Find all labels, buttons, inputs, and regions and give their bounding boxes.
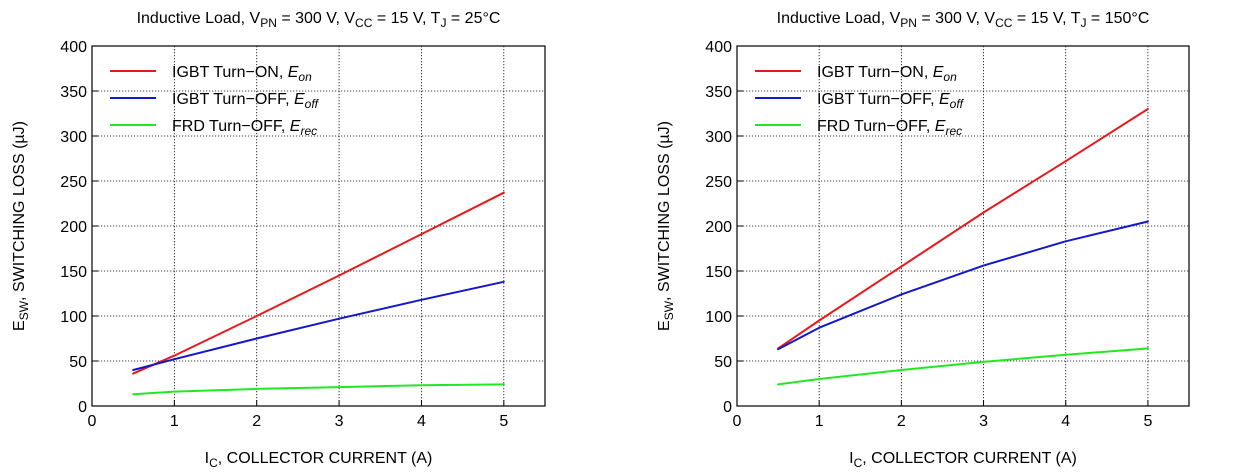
y-tick-label: 350	[60, 84, 87, 101]
series-line-1	[132, 191, 505, 375]
x-tick-label: 3	[335, 413, 344, 430]
y-tick-label: 250	[705, 174, 732, 191]
x-axis-label: IC, COLLECTOR CURRENT (A)	[849, 450, 1077, 470]
y-tick-label: 300	[60, 129, 87, 146]
y-tick-label: 150	[705, 264, 732, 281]
legend-entry-label: IGBT Turn−ON, Eon	[172, 64, 312, 84]
y-tick-label: 150	[60, 264, 87, 281]
series-line-2	[132, 280, 505, 371]
y-tick-label: 100	[60, 309, 87, 326]
x-tick-label: 1	[170, 413, 179, 430]
x-tick-label: 4	[1061, 413, 1070, 430]
y-axis-label: ESW, SWITCHING LOSS (µJ)	[656, 121, 676, 331]
chart-panel-2: 0 1 2 3 4 5050100150200250300350400Inductive …	[656, 10, 1190, 470]
y-tick-label: 400	[60, 39, 87, 56]
x-tick-label: 4	[417, 413, 426, 430]
y-axis-label: ESW, SWITCHING LOSS (µJ)	[11, 121, 31, 331]
x-tick-label: 1	[815, 413, 824, 430]
y-tick-label: 350	[705, 84, 732, 101]
series-line-1	[777, 108, 1149, 350]
series-line-2	[777, 220, 1149, 351]
legend-entry-label: IGBT Turn−OFF, Eoff	[172, 91, 320, 111]
legend-entry-label: FRD Turn−OFF, Erec	[172, 118, 317, 138]
y-tick-label: 300	[705, 129, 732, 146]
grid-lines	[92, 46, 545, 406]
chart-panel-1: 0 1 2 3 4 5050100150200250300350400Inductive …	[11, 10, 546, 470]
legend-entry-label: IGBT Turn−ON, Eon	[817, 64, 957, 84]
y-tick-label: 50	[69, 354, 87, 371]
y-tick-label: 200	[705, 219, 732, 236]
x-tick-label: 0	[733, 413, 742, 430]
y-tick-label: 200	[60, 219, 87, 236]
series-line-3	[777, 347, 1149, 386]
x-tick-label: 5	[499, 413, 508, 430]
x-axis-label: IC, COLLECTOR CURRENT (A)	[205, 450, 433, 470]
x-tick-label: 5	[1143, 413, 1152, 430]
grid-lines	[737, 46, 1189, 406]
series-line-3	[132, 383, 505, 396]
y-tick-label: 0	[723, 399, 732, 416]
x-tick-label: 2	[897, 413, 906, 430]
legend: IGBT Turn−ON, Eon IGBT Turn−OFF, Eoff FRD …	[110, 64, 320, 138]
chart-title: Inductive Load, VPN = 300 V, VCC = 15 V,…	[777, 10, 1150, 30]
x-tick-label: 2	[252, 413, 261, 430]
y-tick-label: 50	[714, 354, 732, 371]
y-tick-label: 100	[705, 309, 732, 326]
y-tick-label: 0	[78, 399, 87, 416]
legend-entry-label: FRD Turn−OFF, Erec	[817, 118, 962, 138]
legend: IGBT Turn−ON, Eon IGBT Turn−OFF, Eoff FRD …	[755, 64, 965, 138]
x-tick-label: 3	[979, 413, 988, 430]
legend-entry-label: IGBT Turn−OFF, Eoff	[817, 91, 965, 111]
chart-title: Inductive Load, VPN = 300 V, VCC = 15 V,…	[137, 10, 501, 30]
x-tick-label: 0	[88, 413, 97, 430]
y-tick-label: 250	[60, 174, 87, 191]
y-tick-label: 400	[705, 39, 732, 56]
